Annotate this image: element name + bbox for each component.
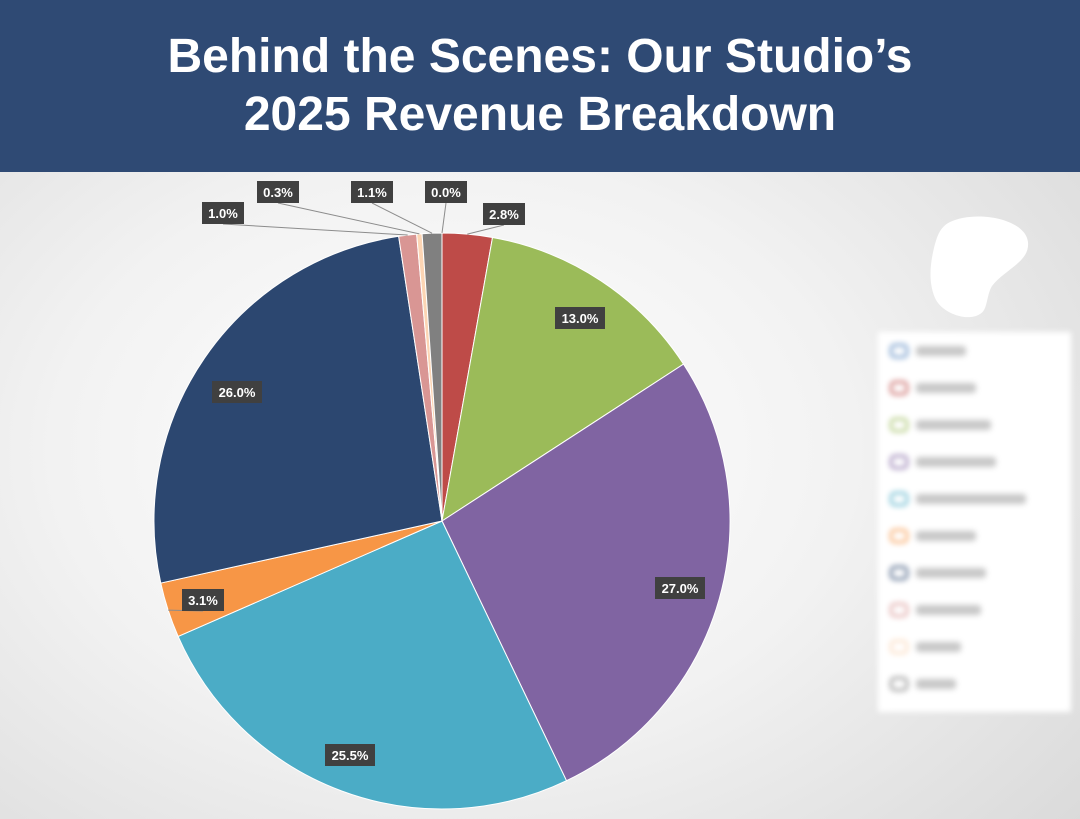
leader-line (277, 202, 420, 235)
data-label: 27.0% (655, 577, 705, 599)
chart-title-line-1: Behind the Scenes: Our Studio’s (167, 30, 913, 83)
data-label-box (483, 203, 525, 225)
legend-item (878, 554, 1071, 591)
legend-text-redacted (916, 530, 976, 541)
data-label-text: 27.0% (662, 581, 699, 596)
pie-slice (441, 363, 731, 782)
chart-title-line-2: 2025 Revenue Breakdown (243, 88, 837, 141)
data-label-text: 0.3% (263, 185, 293, 200)
data-label-text: 1.0% (208, 206, 238, 221)
chart-legend (878, 332, 1071, 712)
legend-item (878, 443, 1071, 480)
legend-text-redacted (916, 456, 996, 467)
legend-item (878, 517, 1071, 554)
pie-slice (177, 520, 568, 810)
data-label: 25.5% (325, 744, 375, 766)
legend-item (878, 591, 1071, 628)
data-label: 1.0% (202, 202, 244, 224)
legend-text-redacted (916, 493, 1026, 504)
data-label-text: 3.1% (188, 593, 218, 608)
data-label-box (555, 307, 605, 329)
title-banner: Behind the Scenes: Our Studio’s 2025 Rev… (0, 0, 1080, 172)
legend-swatch (890, 528, 908, 543)
data-label-box (351, 181, 393, 203)
legend-swatch (890, 676, 908, 691)
redacted-blob (930, 216, 1029, 318)
data-label: 26.0% (212, 381, 262, 403)
data-label: 2.8% (483, 203, 525, 225)
legend-item (878, 628, 1071, 665)
legend-swatch (890, 639, 908, 654)
legend-item (878, 369, 1071, 406)
pie-slice (441, 236, 685, 523)
legend-item (878, 406, 1071, 443)
data-label: 1.1% (351, 181, 393, 203)
legend-swatch (890, 491, 908, 506)
legend-swatch (890, 417, 908, 432)
legend-item (878, 665, 1071, 702)
legend-swatch (890, 602, 908, 617)
pie-slice (153, 235, 443, 584)
data-label-text: 25.5% (332, 748, 369, 763)
leader-line (441, 202, 447, 234)
data-label-box (212, 381, 262, 403)
legend-swatch (890, 454, 908, 469)
legend-swatch (890, 343, 908, 358)
data-label-box (257, 181, 299, 203)
legend-item (878, 332, 1071, 369)
legend-text-redacted (916, 382, 976, 393)
legend-text-redacted (916, 604, 981, 615)
pie-slices (153, 232, 731, 810)
legend-text-redacted (916, 567, 986, 578)
legend-swatch (890, 380, 908, 395)
data-label: 0.0% (425, 181, 467, 203)
data-label-box (655, 577, 705, 599)
data-label-box (202, 202, 244, 224)
data-label-text: 26.0% (219, 385, 256, 400)
data-label-box (425, 181, 467, 203)
data-label: 0.3% (257, 181, 299, 203)
data-label-box (325, 744, 375, 766)
legend-text-redacted (916, 419, 991, 430)
legend-swatch (890, 565, 908, 580)
data-label-text: 2.8% (489, 207, 519, 222)
data-label-text: 1.1% (357, 185, 387, 200)
data-label-box (182, 589, 224, 611)
data-label-text: 0.0% (431, 185, 461, 200)
leader-line (222, 223, 408, 236)
legend-text-redacted (916, 678, 956, 689)
legend-item (878, 480, 1071, 517)
data-label: 13.0% (555, 307, 605, 329)
data-label-text: 13.0% (562, 311, 599, 326)
data-label: 3.1% (182, 589, 224, 611)
legend-text-redacted (916, 641, 961, 652)
data-labels: 2.8% 13.0% 27.0% 25.5% 3.1% 26.0% 1.0% 0.3% 1.1%… (182, 181, 705, 766)
leader-line (467, 224, 505, 235)
leader-line (371, 202, 433, 234)
legend-text-redacted (916, 345, 966, 356)
